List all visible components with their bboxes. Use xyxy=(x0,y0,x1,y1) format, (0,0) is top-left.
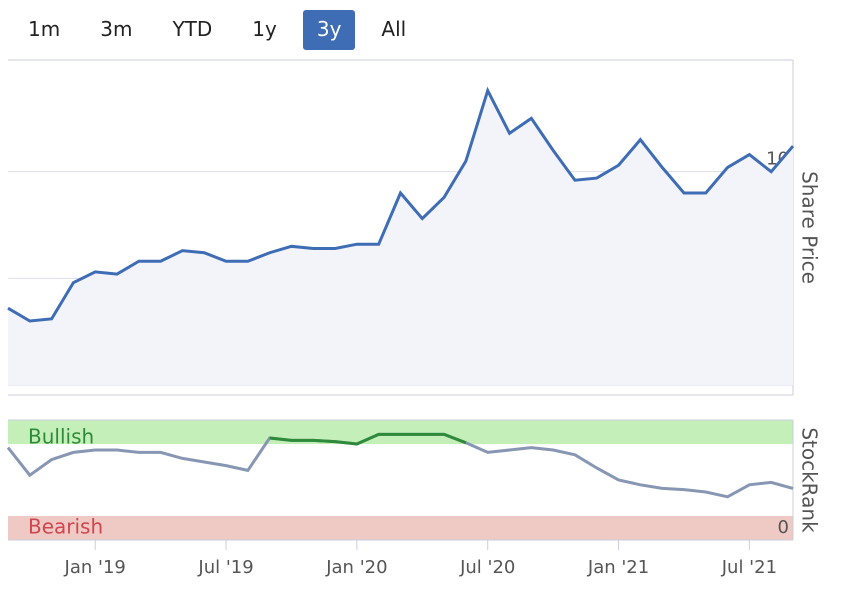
x-tick-label: Jul '19 xyxy=(197,557,253,578)
range-button[interactable]: 3y xyxy=(302,10,356,50)
bullish-line xyxy=(269,432,467,446)
y-tick-label: 0 xyxy=(778,517,789,538)
x-tick-label: Jan '21 xyxy=(587,557,649,578)
range-buttons: 1m 3m YTD 1y 3y All xyxy=(14,10,432,50)
range-button[interactable]: YTD xyxy=(172,17,213,41)
x-tick-label: Jul '21 xyxy=(721,557,777,578)
line xyxy=(7,86,795,323)
range-button[interactable]: 3m xyxy=(100,17,133,41)
band xyxy=(8,420,793,444)
band-label: Bearish xyxy=(28,515,103,539)
range-button[interactable]: 1y xyxy=(252,17,277,41)
band xyxy=(8,516,793,540)
x-tick-label: Jul '20 xyxy=(459,557,515,578)
y-axis-label: StockRank xyxy=(798,427,822,533)
range-button[interactable]: All xyxy=(381,17,407,41)
x-tick-label: Jan '19 xyxy=(64,557,126,578)
area xyxy=(8,90,793,385)
x-tick-label: Jan '20 xyxy=(325,557,387,578)
range-button[interactable]: 1m xyxy=(28,17,61,41)
band-label: Bullish xyxy=(28,425,94,449)
y-axis-label: Share Price xyxy=(798,171,822,284)
